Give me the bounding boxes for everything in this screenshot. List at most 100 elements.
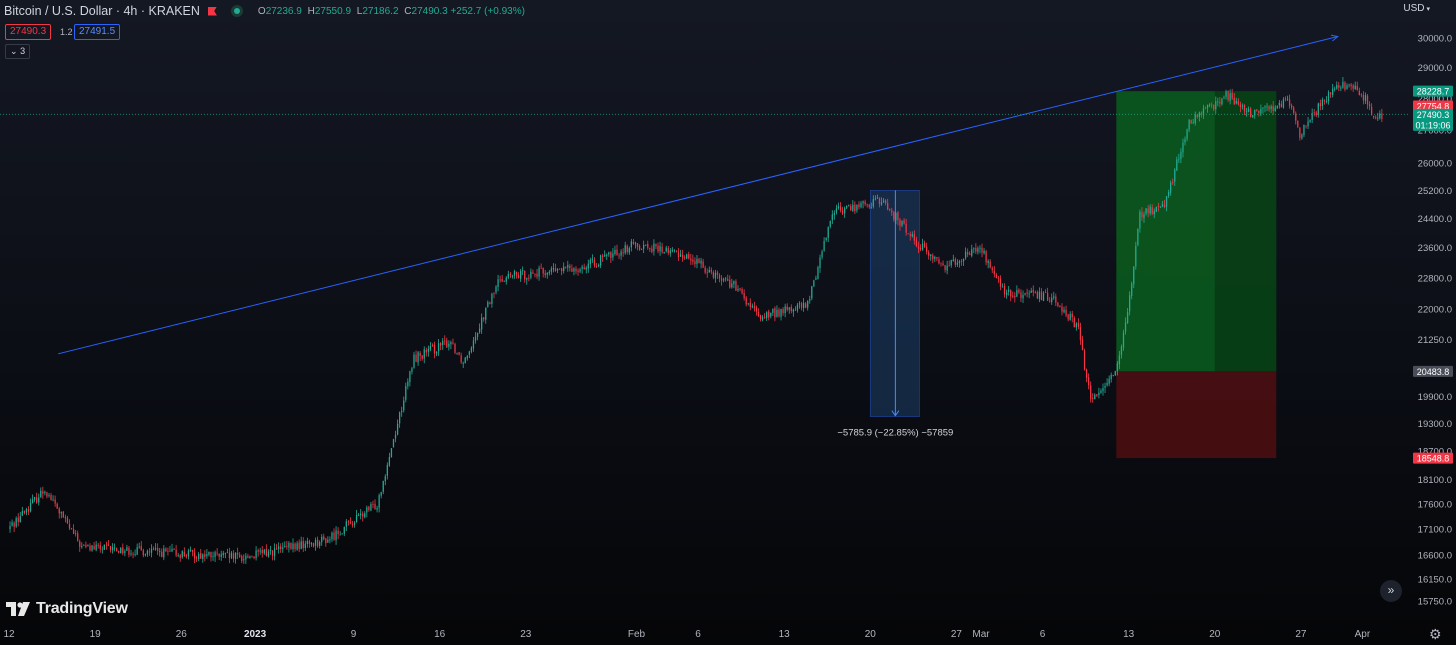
candle-body bbox=[177, 555, 179, 556]
candle bbox=[1038, 287, 1041, 303]
flag-icon[interactable] bbox=[207, 6, 217, 16]
candle-body bbox=[1194, 114, 1196, 124]
candle-body bbox=[811, 286, 813, 299]
open-value: 27236.9 bbox=[265, 5, 302, 17]
candle-body bbox=[290, 542, 292, 549]
candle-body bbox=[618, 255, 620, 257]
y-tick-label: 22000.0 bbox=[1418, 304, 1452, 315]
candle-body bbox=[1116, 363, 1118, 372]
candle-body bbox=[353, 522, 356, 525]
candle-body bbox=[1151, 207, 1153, 214]
candle-body bbox=[589, 259, 591, 265]
candle-body bbox=[355, 514, 358, 523]
candle-body bbox=[1256, 109, 1258, 111]
scroll-to-realtime-button[interactable]: » bbox=[1380, 580, 1402, 602]
candle bbox=[1272, 100, 1274, 115]
candle bbox=[659, 241, 661, 256]
indicators-toggle-button[interactable]: ⌄ 3 bbox=[5, 44, 31, 59]
candle-body bbox=[911, 234, 913, 237]
tradingview-logo[interactable]: TradingView bbox=[6, 598, 128, 620]
candle bbox=[926, 242, 928, 255]
candle-body bbox=[247, 556, 249, 558]
candle-body bbox=[846, 206, 848, 208]
candle-body bbox=[599, 255, 602, 266]
candle bbox=[833, 210, 836, 220]
symbol-title[interactable]: Bitcoin / U.S. Dollar · 4h · KRAKEN bbox=[4, 4, 200, 18]
change-value: +252.7 (+0.93%) bbox=[450, 5, 525, 17]
candle-body bbox=[68, 524, 71, 529]
currency-select[interactable]: USD ▾ bbox=[1403, 3, 1430, 14]
candle-body bbox=[1163, 204, 1166, 208]
candle bbox=[1040, 288, 1043, 301]
x-tick-label: Apr bbox=[1355, 629, 1371, 640]
candle-body bbox=[1034, 292, 1036, 293]
candle-body bbox=[1295, 113, 1297, 121]
candle-body bbox=[1219, 101, 1221, 104]
candle bbox=[23, 510, 26, 515]
candle-body bbox=[716, 272, 719, 276]
candle-body bbox=[604, 254, 606, 257]
candle-body bbox=[960, 260, 963, 262]
candle bbox=[800, 301, 803, 311]
buy-button[interactable]: 27491.5 bbox=[74, 24, 121, 40]
candle-body bbox=[989, 261, 991, 268]
candle bbox=[716, 270, 719, 279]
candle bbox=[25, 507, 28, 516]
candle-body bbox=[278, 546, 280, 550]
candle bbox=[807, 300, 809, 311]
candle-body bbox=[634, 242, 637, 244]
candle-body bbox=[1338, 85, 1340, 88]
candle bbox=[882, 198, 885, 203]
candle bbox=[743, 289, 745, 301]
candle-body bbox=[1319, 103, 1321, 107]
candle-body bbox=[1282, 99, 1285, 108]
candle bbox=[591, 254, 594, 263]
candle-body bbox=[1370, 106, 1373, 116]
candle bbox=[1208, 103, 1211, 107]
candle bbox=[187, 548, 190, 560]
candle-body bbox=[339, 534, 341, 536]
candle bbox=[27, 506, 30, 516]
candle bbox=[237, 547, 239, 560]
candle bbox=[534, 273, 536, 278]
candle bbox=[1055, 293, 1057, 307]
candle bbox=[1049, 297, 1051, 303]
candle bbox=[643, 240, 645, 254]
candle-body bbox=[626, 245, 628, 252]
candle bbox=[745, 296, 747, 307]
candle bbox=[68, 519, 71, 531]
candle-body bbox=[1274, 107, 1276, 112]
symbol-header[interactable]: Bitcoin / U.S. Dollar · 4h · KRAKEN O272… bbox=[4, 3, 525, 19]
candle bbox=[1332, 83, 1334, 98]
candle-body bbox=[118, 550, 120, 553]
candle-body bbox=[651, 248, 653, 253]
candle-body bbox=[819, 257, 821, 269]
axis-price-label-bg bbox=[1413, 365, 1453, 377]
candle bbox=[259, 547, 261, 555]
candle bbox=[778, 307, 780, 318]
candle bbox=[64, 514, 67, 523]
candle bbox=[1022, 290, 1024, 303]
gear-icon[interactable]: ⚙ bbox=[1429, 626, 1442, 642]
candle-body bbox=[995, 274, 997, 279]
candle-body bbox=[712, 272, 715, 278]
candle bbox=[36, 492, 38, 504]
candle bbox=[946, 260, 948, 275]
candle-body bbox=[1124, 322, 1127, 332]
candle-body bbox=[1297, 120, 1299, 127]
candle bbox=[558, 268, 561, 270]
candle bbox=[1336, 81, 1338, 90]
candle-body bbox=[116, 548, 118, 552]
candle bbox=[1264, 105, 1266, 113]
candle bbox=[394, 430, 397, 443]
candle bbox=[928, 250, 930, 260]
y-tick-label: 21250.0 bbox=[1418, 335, 1452, 346]
candle bbox=[1299, 127, 1301, 141]
candle-body bbox=[1157, 206, 1159, 207]
candle-body bbox=[165, 548, 167, 552]
candle bbox=[696, 255, 698, 269]
candle-body bbox=[1003, 285, 1006, 295]
candle-body bbox=[417, 352, 419, 363]
sell-button[interactable]: 27490.3 bbox=[5, 24, 52, 40]
